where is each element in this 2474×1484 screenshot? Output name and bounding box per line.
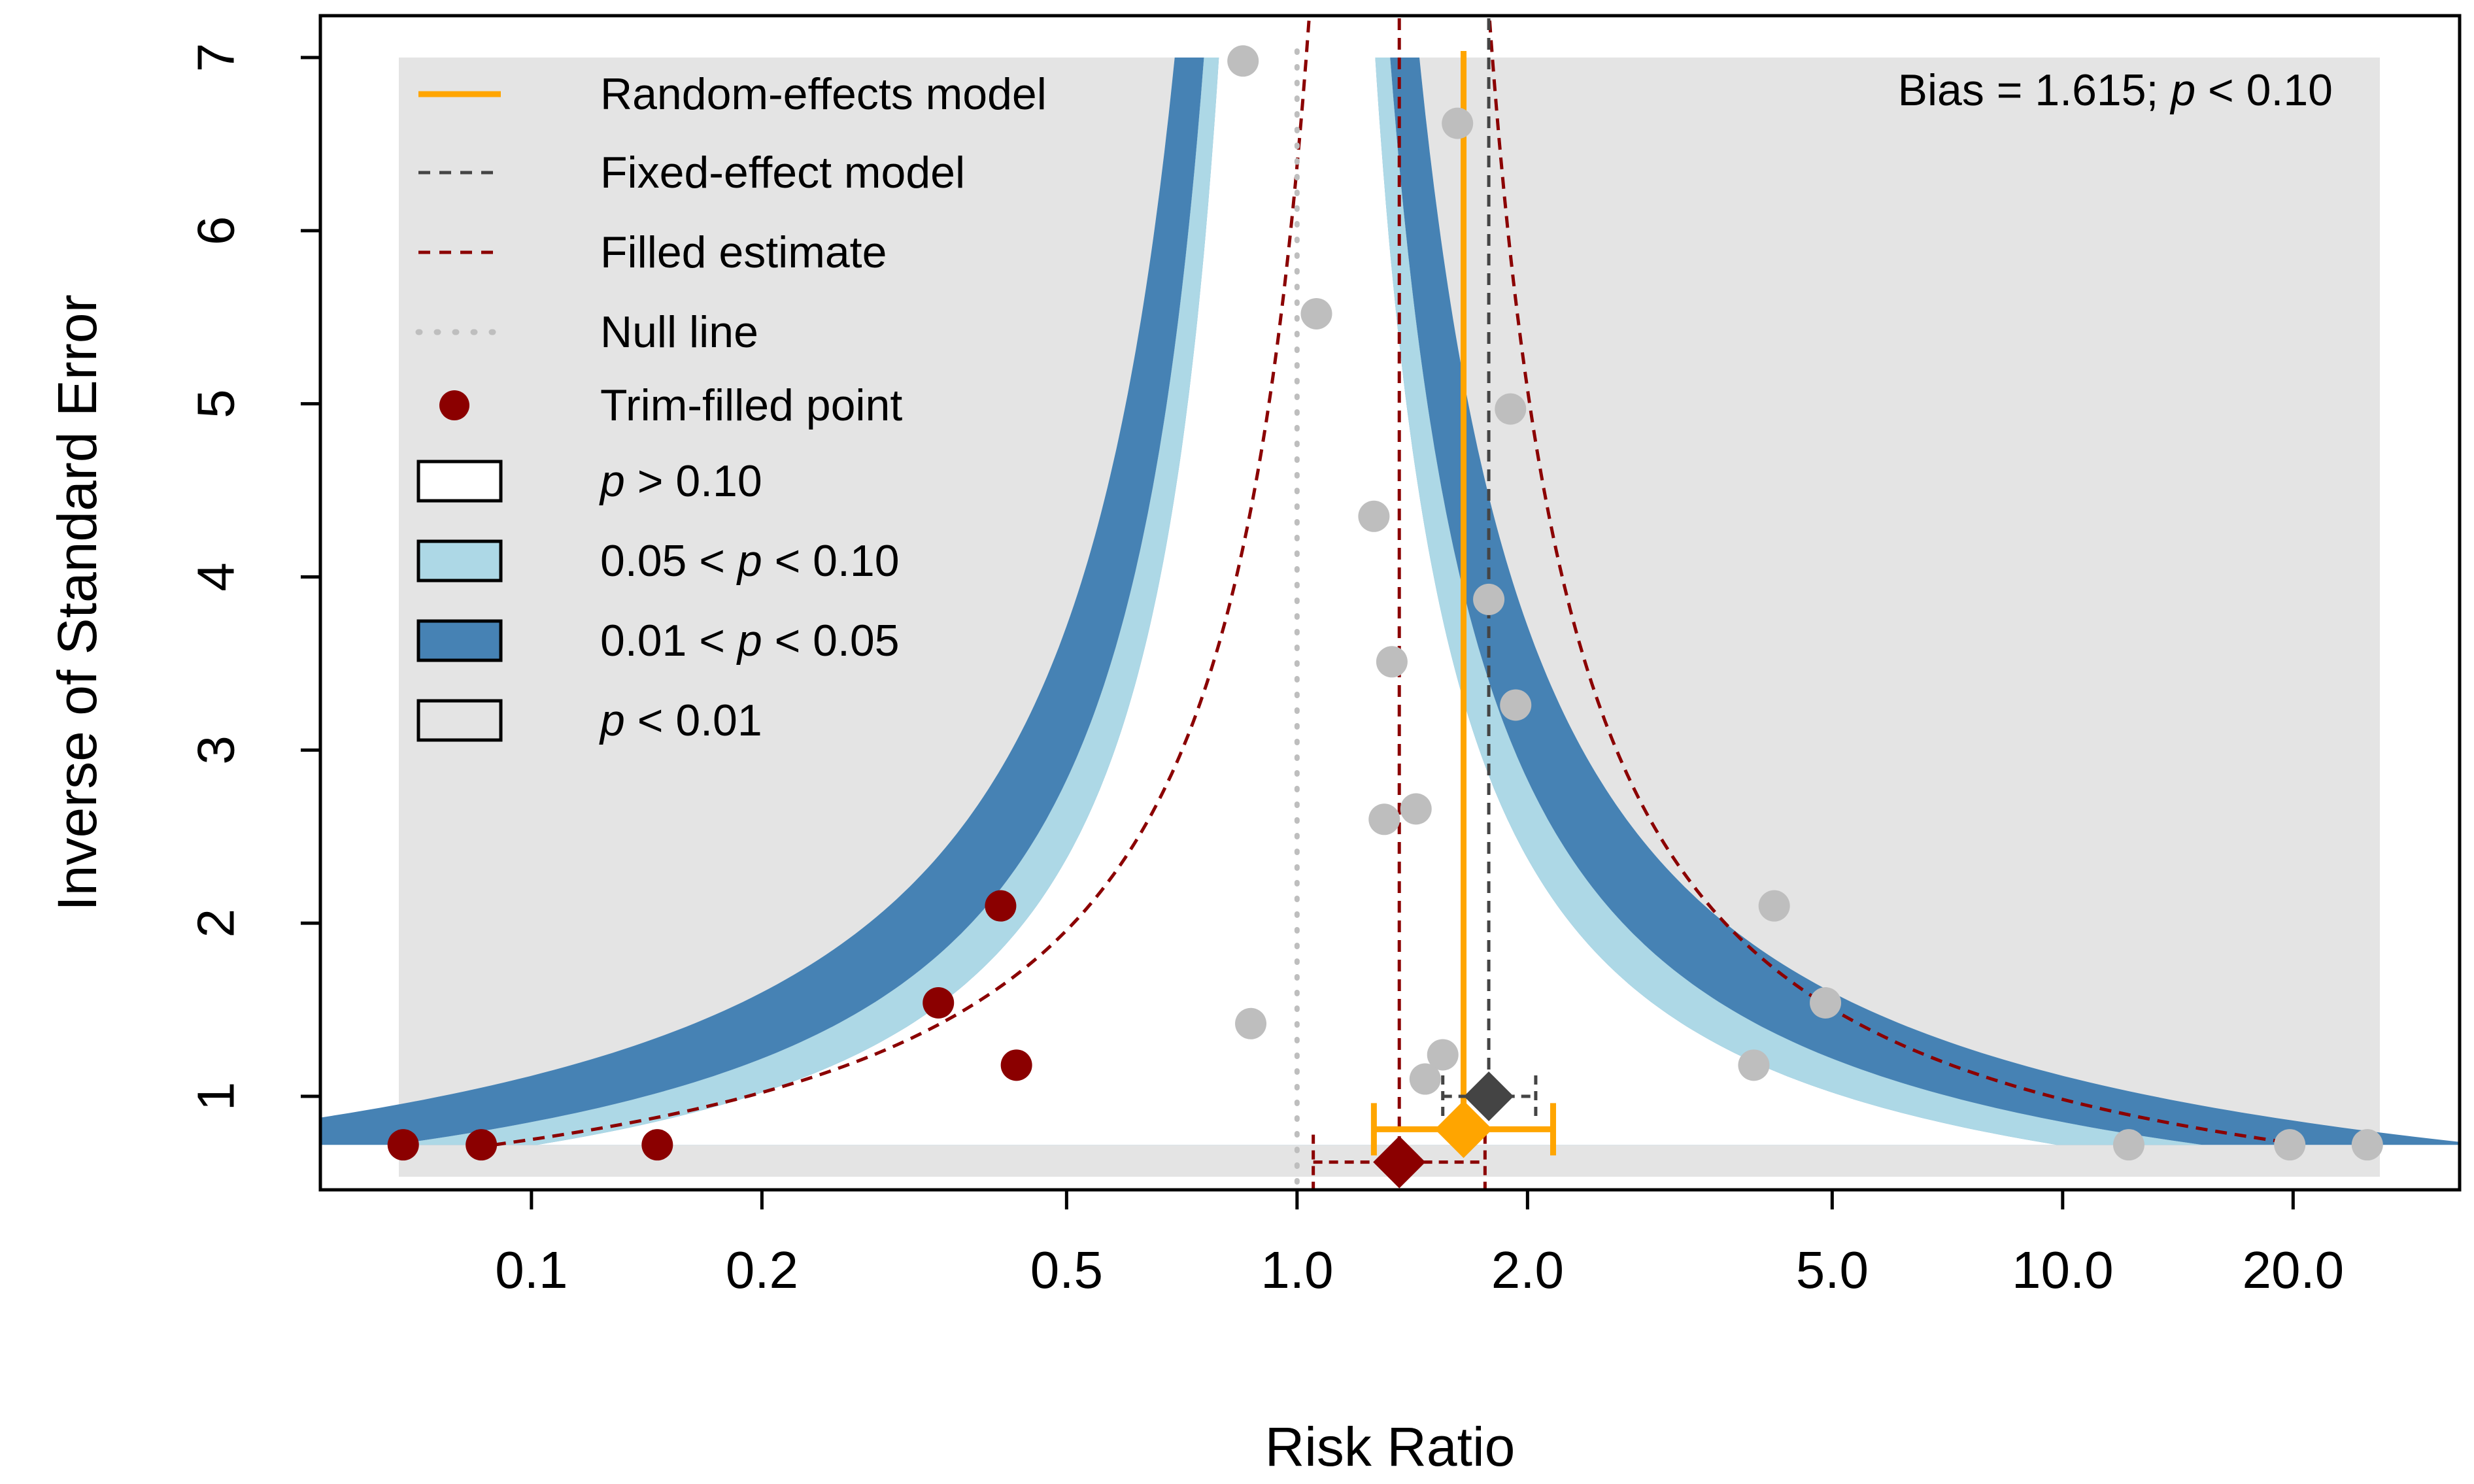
study-point: [1738, 1049, 1770, 1081]
fixed-effect-diamond: [1464, 1071, 1514, 1121]
legend-item-p1: p > 0.10: [416, 456, 762, 506]
y-tick-label: 4: [187, 562, 245, 592]
x-tick-label: 5.0: [1796, 1241, 1869, 1299]
trim-filled-point: [466, 1129, 498, 1161]
y-tick-label: 5: [187, 389, 245, 418]
legend-item-p4: p < 0.01: [416, 696, 762, 745]
study-point: [1400, 793, 1432, 825]
legend-label: Null line: [600, 307, 758, 357]
study-point: [1758, 890, 1790, 922]
legend-item-fixed: Fixed-effect model: [418, 148, 965, 197]
trim-filled-point: [923, 987, 955, 1019]
legend-swatch: [416, 539, 503, 582]
bias-annotation: Bias = 1.615; p < 0.10: [1898, 65, 2333, 115]
study-point: [1427, 1039, 1459, 1071]
study-point: [1227, 45, 1259, 77]
y-tick-label: 1: [187, 1082, 245, 1111]
study-point: [1358, 500, 1390, 532]
legend-swatch: [416, 699, 503, 742]
legend-item-p2: 0.05 < p < 0.10: [416, 536, 900, 586]
study-point: [1376, 646, 1408, 678]
y-tick-label: 2: [187, 909, 245, 938]
x-tick-label: 10.0: [2012, 1241, 2114, 1299]
legend-label: Filled estimate: [600, 228, 887, 277]
plot-frame: [318, 14, 2462, 1192]
study-point: [1442, 107, 1474, 139]
study-point: [2351, 1129, 2383, 1161]
filled-funnel-left: [494, 16, 1312, 1147]
y-tick-label: 3: [187, 735, 245, 765]
y-tick-label: 7: [187, 43, 245, 73]
study-point: [1300, 297, 1332, 329]
study-point: [1409, 1063, 1441, 1095]
y-tick-label: 6: [187, 216, 245, 246]
legend-label: p < 0.01: [599, 696, 762, 745]
x-tick-label: 2.0: [1491, 1241, 1564, 1299]
legend-item-filled: Filled estimate: [418, 228, 887, 277]
legend-label: p > 0.10: [599, 456, 762, 506]
study-point: [1235, 1007, 1267, 1039]
trim-filled-point: [641, 1129, 673, 1161]
x-tick-label: 0.5: [1030, 1241, 1103, 1299]
legend-item-p3: 0.01 < p < 0.05: [416, 616, 900, 666]
x-tick-label: 0.2: [726, 1241, 798, 1299]
legend-swatch: [416, 619, 503, 662]
legend-swatch: [439, 390, 469, 420]
legend-label: 0.05 < p < 0.10: [600, 536, 900, 586]
trim-filled-point: [387, 1129, 419, 1161]
legend-swatch: [416, 460, 503, 503]
contour-band-001-005-right: [1390, 58, 2460, 1145]
legend-item-random: Random-effects model: [418, 69, 1047, 119]
study-point: [1368, 803, 1400, 835]
legend-label: Trim-filled point: [600, 380, 902, 430]
x-tick-label: 20.0: [2242, 1241, 2344, 1299]
trim-filled-point: [1000, 1049, 1032, 1081]
x-axis-title: Risk Ratio: [1265, 1416, 1516, 1477]
contour-band-001-005-left: [320, 58, 1204, 1145]
study-point: [1500, 689, 1532, 721]
study-point: [1473, 583, 1505, 615]
study-point: [1810, 987, 1842, 1019]
random-effects-diamond: [1434, 1100, 1493, 1158]
legend-label: Fixed-effect model: [600, 148, 965, 197]
legend-label: Random-effects model: [600, 69, 1047, 119]
study-point: [2274, 1129, 2306, 1161]
legend-item-null: Null line: [415, 307, 758, 357]
x-tick-label: 1.0: [1261, 1241, 1333, 1299]
study-point: [1495, 393, 1527, 425]
trim-filled-point: [985, 890, 1017, 922]
legend-item-trimfill: Trim-filled point: [439, 380, 902, 430]
x-tick-label: 0.1: [495, 1241, 568, 1299]
y-axis-title: Inverse of Standard Error: [46, 294, 108, 911]
study-point: [2112, 1129, 2144, 1161]
filled-funnel-right: [1487, 16, 2305, 1147]
legend-label: 0.01 < p < 0.05: [600, 616, 900, 666]
filled-estimate-diamond: [1373, 1136, 1426, 1189]
